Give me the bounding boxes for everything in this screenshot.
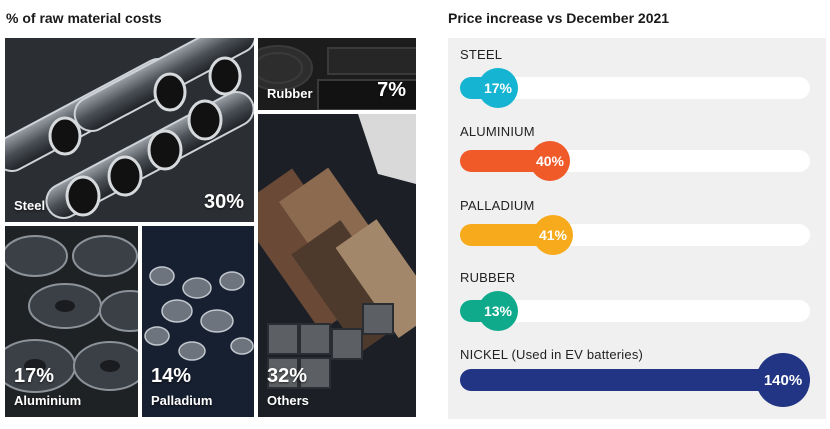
bar-label-steel: STEEL	[460, 47, 503, 62]
bar-value-steel: 17%	[478, 68, 518, 108]
left-chart-title: % of raw material costs	[6, 10, 162, 26]
price-increase-panel: STEEL 17% ALUMINIUM 40% PALLADIUM 41% RU…	[448, 38, 826, 419]
tile-aluminium: 17% Aluminium	[5, 226, 138, 417]
bar-value-palladium: 41%	[533, 215, 573, 255]
tile-rubber-pct: 7%	[377, 79, 406, 101]
bar-track-steel: 17%	[460, 68, 810, 108]
bar-value-rubber: 13%	[478, 291, 518, 331]
rubber-rolls-image	[258, 38, 416, 110]
bar-track-rubber: 13%	[460, 291, 810, 331]
bar-track-aluminium: 40%	[460, 141, 810, 181]
tile-aluminium-pct: 17%	[14, 365, 55, 387]
bar-label-palladium: PALLADIUM	[460, 198, 535, 213]
bar-label-nickel: NICKEL (Used in EV batteries)	[460, 347, 644, 362]
aluminium-cans-image	[5, 226, 138, 417]
bar-track-palladium: 41%	[460, 215, 810, 255]
tile-rubber: Rubber 7%	[258, 38, 416, 110]
others-materials-image	[258, 114, 416, 417]
tile-others: 32% Others	[258, 114, 416, 417]
bar-track-nickel: 140%	[460, 353, 810, 407]
tile-others-pct: 32%	[267, 365, 308, 387]
tile-steel: Steel 30%	[5, 38, 254, 222]
tile-palladium-name: Palladium	[151, 393, 213, 408]
tile-rubber-name: Rubber	[267, 86, 313, 101]
bar-value-aluminium: 40%	[530, 141, 570, 181]
tile-steel-name: Steel	[14, 198, 46, 213]
bar-label-rubber: RUBBER	[460, 270, 516, 285]
tile-palladium-pct: 14%	[151, 365, 192, 387]
palladium-stones-image	[142, 226, 254, 417]
tile-aluminium-name: Aluminium	[14, 393, 82, 408]
bar-fill-nickel	[460, 369, 810, 391]
tile-others-name: Others	[267, 393, 309, 408]
tile-steel-pct: 30%	[203, 191, 244, 213]
tile-palladium: 14% Palladium	[142, 226, 254, 417]
bar-label-aluminium: ALUMINIUM	[460, 124, 535, 139]
bar-value-nickel: 140%	[756, 353, 810, 407]
right-chart-title: Price increase vs December 2021	[448, 10, 670, 26]
steel-pipes-image	[5, 38, 254, 222]
